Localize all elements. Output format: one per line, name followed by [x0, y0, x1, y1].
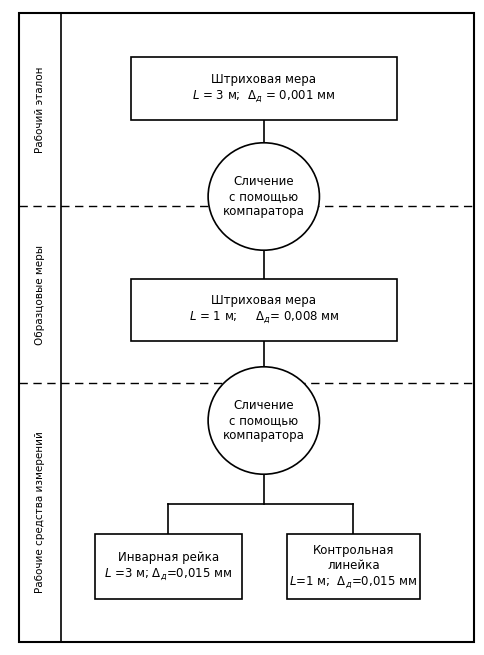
Bar [94, 534, 242, 599]
Ellipse shape [208, 143, 319, 250]
Text: Сличение
с помощью
компаратора: Сличение с помощью компаратора [223, 399, 305, 442]
Bar [131, 58, 397, 119]
Text: Образцовые меры: Образцовые меры [35, 245, 45, 345]
Bar [131, 279, 397, 341]
Text: Штриховая мера
$L$ = 1 м;     $\Delta_{д}$= 0,008 мм: Штриховая мера $L$ = 1 м; $\Delta_{д}$= … [189, 294, 339, 326]
Bar [287, 534, 420, 599]
Text: Штриховая мера
$L$ = 3 м;  $\Delta_{д}$ = 0,001 мм: Штриховая мера $L$ = 3 м; $\Delta_{д}$ =… [192, 73, 335, 104]
Text: Инварная рейка
$L$ =3 м; $\Delta_{д}$=0,015 мм: Инварная рейка $L$ =3 м; $\Delta_{д}$=0,… [105, 551, 232, 582]
Text: Контрольная
линейка
$L$=1 м;  $\Delta_{д}$=0,015 мм: Контрольная линейка $L$=1 м; $\Delta_{д}… [289, 544, 417, 590]
Text: Сличение
с помощью
компаратора: Сличение с помощью компаратора [223, 175, 305, 218]
Ellipse shape [208, 367, 319, 474]
Text: Рабочие средства измерений: Рабочие средства измерений [35, 432, 45, 593]
Text: Рабочий эталон: Рабочий эталон [35, 66, 45, 153]
